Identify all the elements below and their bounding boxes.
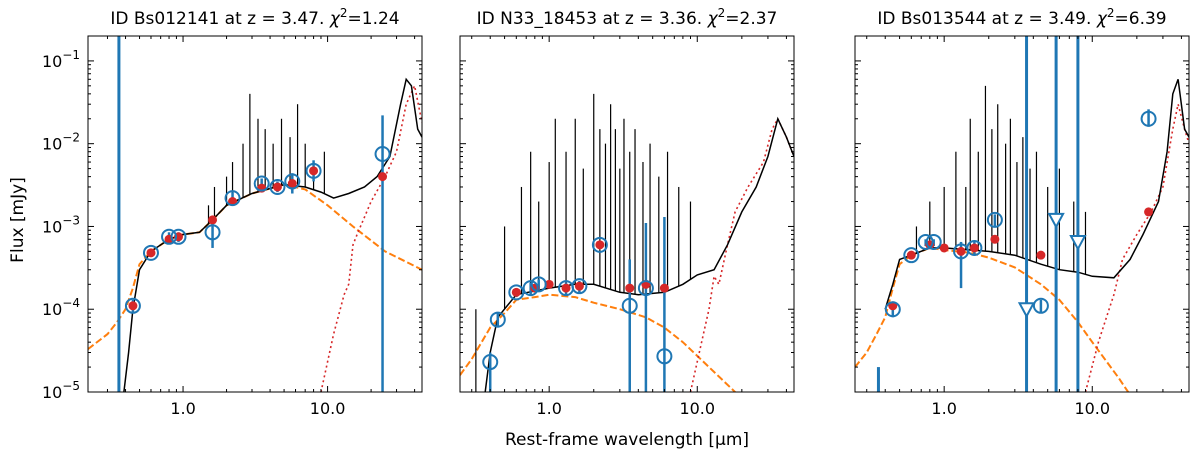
model-flux-point — [1036, 250, 1046, 260]
observed-flux-point — [522, 280, 539, 297]
observed-flux-point — [482, 354, 499, 371]
observed-flux-point — [621, 297, 638, 314]
model-flux-point — [990, 234, 1000, 244]
observed-flux-point — [224, 190, 241, 207]
model-flux-point — [272, 182, 282, 192]
observed-flux-point — [142, 244, 159, 261]
observed-flux-point — [903, 247, 920, 264]
plot-area — [855, 36, 1189, 392]
observed-flux-point — [124, 297, 141, 314]
observed-flux-point — [253, 175, 270, 192]
model-flux-point — [939, 243, 949, 253]
y-tick-label: 10−2 — [42, 131, 80, 154]
y-tick-label: 10−1 — [42, 48, 80, 71]
upper-limit-marker — [1017, 302, 1036, 319]
model-flux-point — [511, 287, 521, 297]
observed-flux-point — [170, 228, 187, 245]
observed-flux-point — [966, 239, 983, 256]
observed-flux-point — [161, 228, 178, 245]
y-tick-label: 10−4 — [42, 296, 80, 319]
model-flux-point — [574, 281, 584, 291]
dust-component-line — [689, 117, 794, 392]
model-flux-point — [969, 243, 979, 253]
stellar-component-line — [855, 246, 1130, 392]
model-flux-point — [1144, 207, 1154, 217]
model-flux-point — [128, 301, 138, 311]
observed-flux-point — [508, 284, 525, 301]
x-tick-label: 10.0 — [679, 399, 715, 418]
x-tick-label: 1.0 — [931, 399, 956, 418]
x-tick-label: 10.0 — [1074, 399, 1110, 418]
plot-area — [88, 36, 422, 392]
observed-flux-point — [530, 276, 547, 293]
panel-N33_18453: 1.0 10.0 ID N33_18453 at z = 3.36. χ2=2.37 — [459, 6, 795, 418]
axes-frame — [87, 35, 423, 393]
dust-component-line — [320, 83, 422, 392]
x-axis-label: Rest-frame wavelength [μm] — [505, 430, 749, 450]
observed-flux-point — [917, 233, 934, 250]
x-tick-label: 10.0 — [310, 399, 346, 418]
upper-limit-marker — [1047, 212, 1065, 230]
observed-flux-point — [884, 301, 901, 318]
total-model-line — [484, 116, 794, 392]
upper-limit-marker — [1069, 234, 1087, 252]
model-flux-point — [544, 279, 554, 289]
model-flux-point — [906, 250, 916, 260]
axes-frame — [459, 35, 795, 393]
stellar-component-line — [460, 293, 737, 392]
y-tick-label: 10−3 — [42, 213, 80, 236]
observed-flux-point — [591, 236, 608, 253]
observed-flux-point — [374, 146, 391, 163]
model-flux-point — [208, 215, 218, 225]
model-flux-point — [378, 172, 388, 182]
observed-flux-point — [204, 224, 221, 241]
observed-flux-point — [1032, 297, 1049, 314]
panel-title: ID N33_18453 at z = 3.36. χ2=2.37 — [477, 6, 778, 29]
observed-flux-point — [284, 173, 301, 190]
stellar-component-line — [88, 183, 422, 350]
model-flux-point — [287, 179, 297, 189]
observed-flux-point — [637, 280, 654, 297]
x-tick-label: 1.0 — [536, 399, 561, 418]
plot-area — [460, 93, 794, 392]
model-flux-point — [309, 166, 319, 176]
axes-frame — [854, 35, 1190, 393]
model-flux-point — [595, 240, 605, 250]
y-tick-label: 10−5 — [42, 379, 80, 402]
observed-flux-point — [656, 348, 673, 365]
model-flux-point — [625, 283, 635, 293]
model-flux-point — [956, 246, 966, 256]
observed-flux-point — [571, 278, 588, 295]
model-flux-point — [146, 248, 156, 258]
observed-flux-point — [986, 211, 1003, 228]
observed-flux-point — [269, 178, 286, 195]
panel-title: ID Bs012141 at z = 3.47. χ2=1.24 — [110, 6, 399, 29]
y-axis-label: Flux [mJy] — [8, 177, 28, 263]
dust-component-line — [1084, 103, 1189, 392]
observed-flux-point — [305, 162, 322, 179]
observed-flux-point — [1140, 110, 1157, 127]
panel-Bs013544: 1.0 10.0 ID Bs013544 at z = 3.49. χ2=6.39 — [854, 6, 1190, 418]
model-flux-point — [561, 283, 571, 293]
x-tick-label: 1.0 — [170, 399, 195, 418]
total-model-line — [884, 79, 1189, 310]
observed-flux-point — [489, 311, 506, 328]
observed-flux-point — [925, 233, 942, 250]
model-flux-point — [659, 283, 669, 293]
panel-title: ID Bs013544 at z = 3.49. χ2=6.39 — [877, 6, 1166, 29]
panel-Bs012141: 1.0 10.0 10−5 10−4 10−3 10−2 10−1 ID Bs012141 a… — [42, 6, 423, 418]
